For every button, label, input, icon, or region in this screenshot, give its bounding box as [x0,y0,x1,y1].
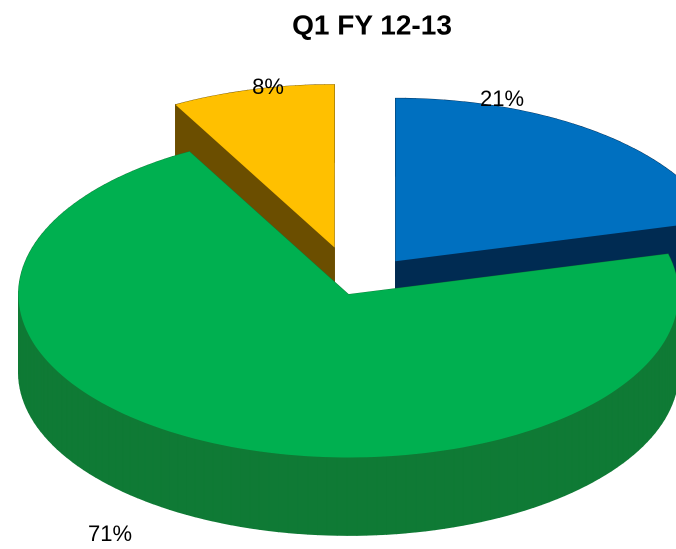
slice-side [101,402,110,486]
slice-side [336,456,348,536]
slice-side [144,422,154,505]
slice-side [548,420,558,503]
slice-side [307,455,318,536]
slice-side [89,394,97,478]
slice-side [633,371,639,456]
slice-side [36,347,42,433]
slice-side [642,362,648,447]
slice-side [498,436,509,518]
slice [175,84,335,248]
slice-side [658,344,663,430]
slice-side [628,375,635,460]
slice-side [268,452,279,533]
slice-side [221,444,232,526]
slice-side [52,365,58,450]
slice-side [571,410,580,494]
slice-side [651,353,656,439]
slice-side [507,434,518,516]
slice-side [516,431,526,514]
slice-side [462,445,473,526]
slice-side [177,433,187,516]
slice-side [278,453,289,534]
slice-side [617,383,624,468]
slice-side [471,443,482,525]
slice-side [249,449,260,530]
slice-side [453,446,464,528]
slice-side [661,339,666,425]
slice-side [47,361,53,446]
slice-side [160,428,170,510]
slice-side [592,399,600,483]
slice-side [129,416,139,499]
slice-side [424,451,436,532]
slice-side [186,435,196,518]
slice-side [61,374,68,459]
slice-side [115,409,124,493]
slice-side [611,388,619,472]
slice [395,98,676,262]
slice-side [122,412,131,496]
slice-side [194,438,205,520]
data-label: 71% [88,521,132,546]
slice-side [66,378,73,463]
slice [18,151,676,458]
slice-side [376,455,387,536]
slice-side [297,455,309,535]
slice-side [287,454,299,534]
slice-side [490,438,500,521]
slice-side [230,446,241,527]
slice-side [556,417,566,500]
slice-side [43,356,49,442]
slice-side [622,379,629,464]
slice-side [386,455,397,535]
slice-side [638,366,644,452]
slice-side [585,403,594,487]
slice-side [599,395,607,480]
slice-side [356,456,368,536]
slice-side [405,453,417,534]
chart-title: Q1 FY 12-13 [292,9,452,40]
slice-side [395,454,407,535]
slice-side [317,456,328,536]
slice-side [77,386,84,471]
slice-side [40,352,45,437]
slice-side [203,440,214,522]
slice-side [578,406,587,490]
slice-side [415,452,426,533]
data-label: 21% [480,86,524,111]
slice-side [240,448,251,529]
slice-side [524,428,534,511]
slice-side [258,450,270,532]
slice-side [95,398,103,482]
slice-side [152,425,162,508]
slice-side [444,448,455,529]
slice-side [541,423,550,506]
slice-side [137,419,146,502]
slice-side [646,358,652,443]
slice-side [108,405,117,489]
slice-side [83,390,90,475]
slice-side [532,426,542,509]
slice-side [366,456,378,536]
slice-side [212,442,223,524]
slice-side [33,342,38,428]
slice-side [605,391,613,476]
data-label: 8% [252,74,284,99]
slice-side [346,457,358,536]
slice-side [326,456,338,536]
slice-side [654,348,660,434]
slice-side [169,430,179,513]
slice-side [481,441,491,523]
slice-side [564,413,573,497]
slice-side [56,370,63,455]
slice-side [30,337,35,424]
slice-side [434,449,445,531]
slice-side [71,382,79,467]
